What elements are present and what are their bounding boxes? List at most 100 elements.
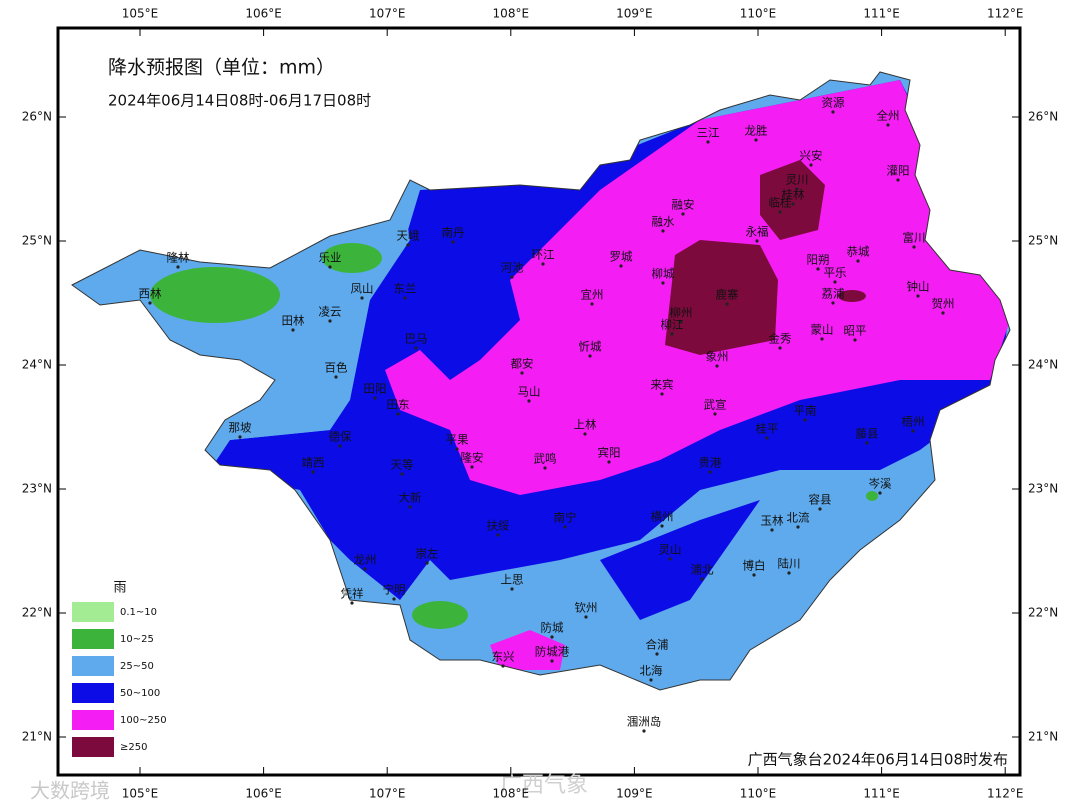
city-label: 象州 [706,350,729,364]
city-dot [510,587,514,591]
lon-label: 111°E [863,787,900,801]
city-dot [406,243,410,247]
city-label: 金秀 [769,332,792,346]
city-label: 田阳 [364,382,387,396]
city-label: 北流 [787,511,810,525]
city-dot [816,267,820,271]
city-dot [311,470,315,474]
city-dot [550,659,554,663]
city-label: 平果 [446,433,469,447]
city-dot [668,557,672,561]
region [760,160,825,240]
city-dot [878,491,882,495]
city-dot [700,577,704,581]
axes: 105°E 105°E 106°E 106°E 107°E 107°E 108°E 108°E… [22,7,1059,801]
city-dot [865,441,869,445]
city-label: 博白 [743,559,766,573]
city-label: 阳朔 [807,253,830,267]
city-label: 藤县 [856,427,879,441]
city-dot [510,275,514,279]
region [600,500,760,620]
city-label: 崇左 [416,547,439,561]
lon-label: 107°E [369,7,406,21]
legend-swatch [72,602,114,622]
city-dot [148,301,152,305]
lat-label: 22°N [22,606,52,620]
city-dot [588,354,592,358]
city-dot [590,302,594,306]
city-dot [400,472,404,476]
city-label: 永福 [746,225,769,239]
city-label: 蒙山 [811,323,834,337]
city-label: 柳江 [661,318,684,332]
city-label: 鹿寨 [716,288,739,302]
city-label: 凌云 [319,305,342,319]
city-label: 柳城 [652,267,675,281]
city-dot [796,525,800,529]
region [490,630,565,670]
city-dot [660,392,664,396]
city-label: 富川 [903,231,926,245]
city-dot [451,240,455,244]
legend-title: 雨 [113,581,126,596]
map-subtitle: 2024年06月14日08时-06月17日08时 [108,92,371,110]
city-label: 涠洲岛 [627,715,662,729]
city-dot [403,296,407,300]
watermark: 广西气象 [500,773,588,798]
city-label: 宜州 [581,288,604,302]
city-dot [916,294,920,298]
city-label: 那坡 [229,421,252,435]
city-dot [670,332,674,336]
city-dot [754,138,758,142]
city-label: 天等 [391,458,414,472]
legend-swatch [72,737,114,757]
city-dot [818,507,822,511]
city-label: 上思 [501,573,524,587]
city-label: 天峨 [397,229,420,243]
legend-label: ≥250 [120,742,147,753]
city-dot [795,187,799,191]
city-dot [778,346,782,350]
city-dot [803,418,807,422]
legend-label: 10~25 [120,634,154,645]
city-label: 龙州 [354,553,377,567]
city-dot [661,229,665,233]
city-label: 百色 [325,361,348,375]
city-dot [770,528,774,532]
lon-label: 106°E [245,7,282,21]
city-label: 东兰 [394,282,417,296]
city-dot [425,561,429,565]
city-label: 宾阳 [598,446,621,460]
city-dot [831,110,835,114]
city-dot [584,615,588,619]
city-label: 大新 [399,491,422,505]
region [665,240,778,355]
legend-label: 100~250 [120,715,167,726]
city-label: 都安 [511,357,534,371]
city-label: 环江 [532,248,555,262]
city-label: 合浦 [646,638,669,652]
city-dot [725,302,729,306]
legend-swatch [72,629,114,649]
city-dot [886,123,890,127]
city-dot [679,320,683,324]
lat-label: 21°N [22,730,52,744]
city-label: 贺州 [932,297,955,311]
city-label: 贵港 [699,456,722,470]
city-label: 扶绥 [487,519,510,533]
city-dot [911,429,915,433]
city-dot [941,311,945,315]
city-label: 恭城 [847,245,870,259]
city-dot [820,337,824,341]
lon-label: 105°E [122,7,159,21]
city-label: 西林 [139,287,162,301]
lon-label: 106°E [245,787,282,801]
city-dot [765,436,769,440]
city-label: 昭平 [844,324,867,338]
city-label: 防城 [541,621,564,635]
city-label: 桂林 [782,188,805,202]
city-dot [853,338,857,342]
city-label: 北海 [640,664,663,678]
city-label: 灵川 [786,173,809,187]
